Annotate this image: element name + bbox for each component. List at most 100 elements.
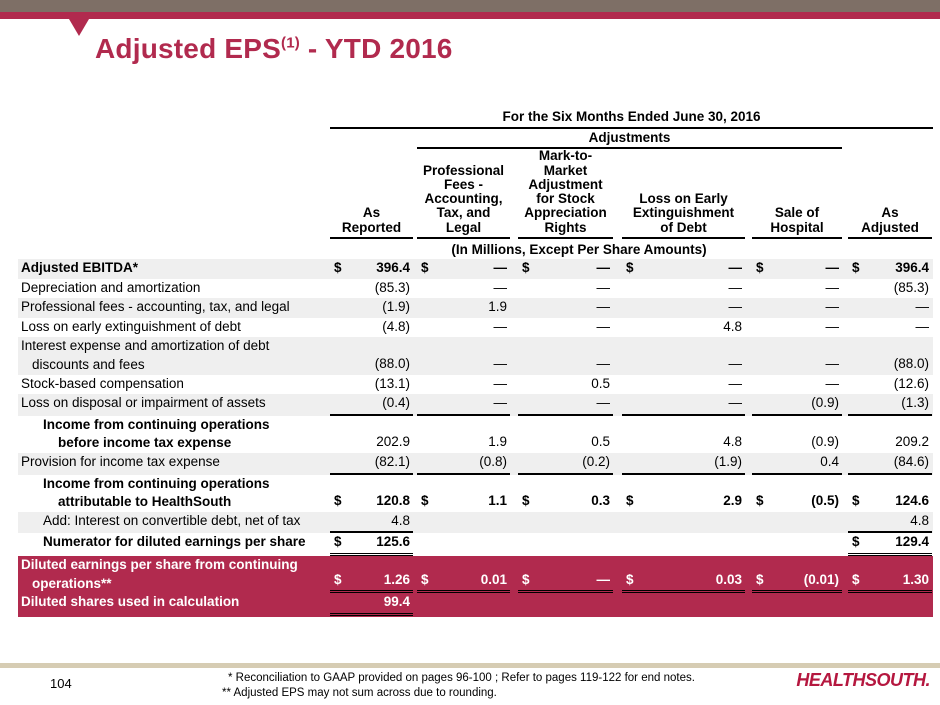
value-cell: —: [518, 394, 613, 416]
value-cell: $2.9: [622, 475, 745, 512]
row-label: Adjusted EBITDA*: [18, 259, 330, 279]
column-header-professional-fees: Professional Fees - Accounting, Tax, and…: [417, 149, 510, 239]
top-taupe-bar: [0, 0, 940, 12]
value-cell: —: [518, 337, 613, 374]
cell-value: 129.4: [895, 534, 929, 550]
row-label-line: operations**: [32, 575, 112, 591]
row-label-line: Professional fees - accounting, tax, and…: [21, 299, 290, 315]
value-cell: —: [518, 318, 613, 338]
value-cell: 0.4: [752, 453, 842, 475]
table-row: Numerator for diluted earnings per share…: [18, 533, 933, 556]
value-cell: —: [417, 279, 510, 299]
column-header-as-adjusted: As Adjusted: [848, 149, 932, 239]
row-label-line: Loss on early extinguishment of debt: [21, 318, 241, 334]
table-row: Income from continuing operations before …: [18, 416, 933, 453]
value-cell: —: [622, 279, 745, 299]
row-label: Diluted earnings per share from continui…: [18, 556, 330, 593]
value-cell: $ (0.01): [752, 556, 842, 594]
cell-value: (85.3): [374, 279, 410, 295]
cell-value: 1.1: [488, 493, 507, 509]
cell-value: —: [728, 260, 743, 275]
value-cell: $1.1: [417, 475, 510, 512]
top-crimson-bar: [0, 12, 940, 19]
cell-value: —: [596, 299, 611, 315]
dollar-sign: $: [334, 493, 342, 509]
cell-value: —: [825, 260, 840, 275]
cell-value: (1.9): [382, 299, 410, 315]
cell-value: —: [825, 355, 840, 371]
units-note: (In Millions, Except Per Share Amounts): [451, 242, 707, 257]
value-cell: [752, 533, 842, 556]
cell-value: —: [596, 355, 611, 371]
cell-value: —: [728, 395, 743, 411]
value-cell: —: [752, 279, 842, 299]
dollar-sign: $: [626, 571, 634, 587]
value-cell: (0.9): [752, 394, 842, 416]
cell-value: 1.26: [383, 571, 410, 587]
row-label-line: Adjusted EBITDA*: [21, 260, 139, 275]
healthsouth-logo: HEALTHSOUTH.: [796, 670, 930, 690]
value-cell: $125.6: [330, 533, 413, 556]
dollar-sign: $: [852, 493, 860, 509]
value-cell: [752, 512, 842, 534]
cell-value: (0.5): [811, 493, 839, 509]
cell-value: (84.6): [893, 453, 929, 469]
value-cell: $396.4: [848, 259, 932, 279]
value-cell: [417, 593, 510, 616]
cell-value: 4.8: [910, 512, 929, 528]
dollar-sign: $: [852, 260, 860, 275]
cell-value: —: [915, 299, 930, 315]
row-label-line: Diluted earnings per share from continui…: [21, 556, 298, 572]
value-cell: [518, 512, 613, 534]
footnote-1: * Reconciliation to GAAP provided on pag…: [228, 672, 695, 684]
row-label: Interest expense and amortization of deb…: [18, 337, 330, 374]
cell-value: 0.3: [591, 493, 610, 509]
table-row: Diluted shares used in calculation 99.4: [18, 593, 933, 617]
cell-value: 396.4: [376, 260, 410, 275]
cell-value: —: [915, 318, 930, 334]
cell-value: (0.4): [382, 395, 410, 411]
value-cell: $396.4: [330, 259, 413, 279]
value-cell: [622, 593, 745, 616]
cell-value: 4.8: [723, 434, 742, 450]
cell-value: 1.9: [488, 434, 507, 450]
cell-value: (85.3): [893, 279, 929, 295]
cell-value: (88.0): [893, 355, 929, 371]
cell-value: —: [596, 571, 611, 587]
slide-title: Adjusted EPS(1) - YTD 2016: [95, 33, 453, 65]
value-cell: (0.9): [752, 416, 842, 453]
dollar-sign: $: [334, 534, 342, 550]
table-row: Interest expense and amortization of deb…: [18, 337, 933, 375]
row-label: Income from continuing operations before …: [18, 416, 330, 453]
value-cell: [518, 533, 613, 556]
title-rest: - YTD 2016: [299, 33, 453, 64]
title-main: Adjusted EPS: [95, 33, 281, 64]
row-label: Loss on early extinguishment of debt: [18, 318, 330, 338]
value-cell: $ (0.5): [752, 475, 842, 512]
cell-value: —: [493, 375, 508, 391]
cell-value: —: [825, 375, 840, 391]
value-cell: —: [417, 318, 510, 338]
value-cell: $ —: [518, 259, 613, 279]
value-cell: (84.6): [848, 453, 932, 475]
row-label: Add: Interest on convertible debt, net o…: [18, 512, 330, 534]
value-cell: (13.1): [330, 375, 413, 395]
value-cell: (88.0): [848, 337, 932, 374]
cell-value: 1.9: [488, 299, 507, 315]
value-cell: $ —: [752, 259, 842, 279]
value-cell: —: [518, 279, 613, 299]
cell-value: —: [493, 395, 508, 411]
value-cell: —: [417, 375, 510, 395]
cell-value: (0.9): [811, 434, 839, 450]
value-cell: 4.8: [622, 416, 745, 453]
cell-value: 4.8: [391, 512, 410, 528]
cell-value: —: [596, 395, 611, 411]
cell-value: 125.6: [376, 534, 410, 550]
footer-divider-bar: [0, 663, 940, 668]
value-cell: —: [622, 375, 745, 395]
value-cell: 1.9: [417, 298, 510, 318]
value-cell: 0.5: [518, 375, 613, 395]
value-cell: 209.2: [848, 416, 932, 453]
cell-value: 2.9: [723, 493, 742, 509]
